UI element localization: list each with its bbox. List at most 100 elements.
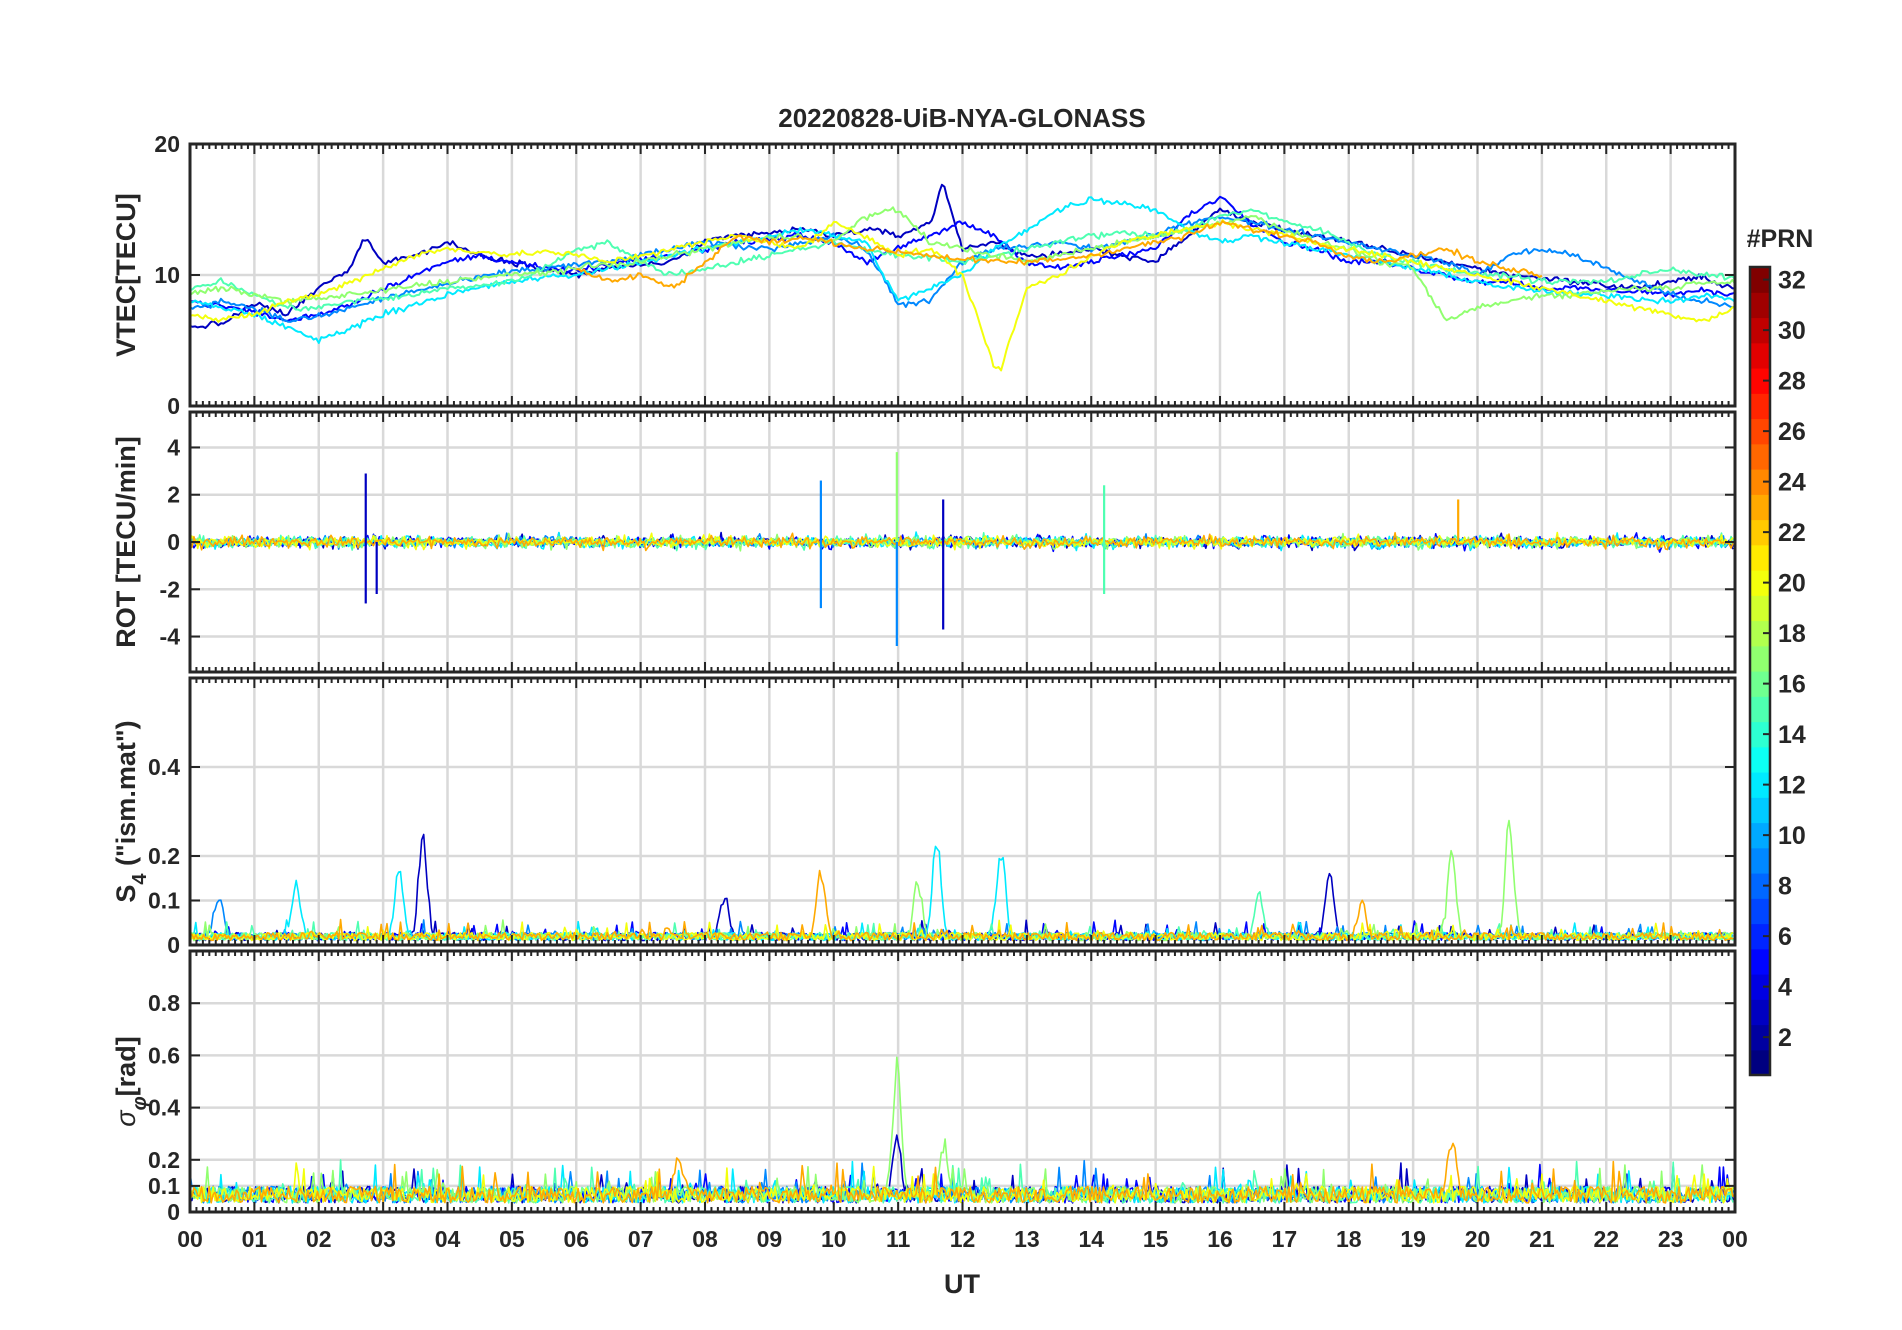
y-tick-label: 4 — [167, 434, 180, 460]
colorbar-tick-label: 20 — [1778, 570, 1806, 598]
colorbar-title: #PRN — [1747, 225, 1814, 253]
y-tick-label: 0.1 — [148, 888, 180, 914]
y-tick-label: 0.6 — [148, 1042, 180, 1068]
x-tick-label: 03 — [370, 1226, 396, 1252]
y-tick-label: -4 — [160, 624, 181, 650]
panel-VTEC: 0 10 20 VTEC[TECU] — [111, 131, 1737, 419]
rot-series-prn-20 — [190, 531, 1734, 551]
x-tick-label: 20 — [1465, 1226, 1491, 1252]
x-ticks — [189, 412, 1736, 672]
x-tick-label: 09 — [757, 1226, 783, 1252]
rot-series-prn-23 — [190, 532, 1734, 552]
y-label-subscript: φ — [129, 1096, 151, 1110]
x-tick-label: 23 — [1658, 1226, 1684, 1252]
colorbar-segment — [1750, 873, 1770, 899]
colorbar-segment — [1750, 999, 1770, 1026]
vtec-series-prn-3 — [190, 183, 1735, 329]
y-tick-label: 0 — [167, 393, 180, 419]
colorbar-segment — [1750, 822, 1770, 849]
colorbar-segment — [1750, 317, 1770, 344]
colorbar-tick-label: 12 — [1778, 772, 1806, 800]
x-tick-label: 22 — [1593, 1226, 1619, 1252]
panel-ROT: -4 -2 0 2 4 ROT [TECU/min] — [111, 410, 1737, 674]
colorbar-tick-label: 30 — [1778, 317, 1806, 345]
colorbar-tick-label: 14 — [1778, 721, 1806, 749]
colorbar-segment — [1750, 494, 1770, 521]
x-tick-label: 06 — [563, 1226, 589, 1252]
grid — [188, 678, 1737, 947]
vtec-series-prn-17 — [190, 206, 1735, 322]
y-tick-label: 0.2 — [148, 843, 180, 869]
x-tick-label: 01 — [242, 1226, 268, 1252]
y-label-text: ("ism.mat") — [111, 720, 141, 873]
x-axis-label: UT — [944, 1269, 980, 1299]
y-label-symbol: S — [111, 885, 141, 903]
colorbar-segment — [1750, 847, 1770, 874]
y-tick-label: 2 — [167, 482, 180, 508]
y-axis-label: S4 ("ism.mat") — [111, 720, 151, 902]
colorbar-segment — [1750, 570, 1770, 596]
colorbar-segment — [1750, 797, 1770, 824]
panel-S4: 00.10.20.4S4 ("ism.mat") — [111, 676, 1737, 958]
colorbar-tick-label: 2 — [1778, 1024, 1792, 1052]
vtec-series-prn-15 — [190, 208, 1735, 312]
data-lines — [190, 452, 1734, 646]
rot-series-prn-5 — [190, 532, 1734, 553]
y-tick-label: 0.1 — [148, 1173, 180, 1199]
x-ticks — [189, 678, 1736, 945]
colorbar-segment — [1750, 418, 1770, 445]
x-tick-label: 11 — [886, 1226, 911, 1252]
x-tick-label: 00 — [1722, 1226, 1748, 1252]
colorbar-segment — [1750, 393, 1770, 420]
colorbar-segment — [1750, 1024, 1770, 1051]
colorbar-tick-label: 26 — [1778, 418, 1806, 446]
x-tick-label: 12 — [950, 1226, 976, 1252]
colorbar-tick-label: 24 — [1778, 469, 1806, 497]
vtec-series-prn-20 — [190, 218, 1735, 372]
x-tick-label: 13 — [1014, 1226, 1040, 1252]
colorbar-segment — [1750, 443, 1770, 470]
x-tick-label: 10 — [821, 1226, 847, 1252]
y-tick-label: 10 — [154, 262, 180, 288]
x-tick-label: 07 — [628, 1226, 654, 1252]
colorbar-tick-label: 32 — [1778, 267, 1806, 295]
colorbar-segment — [1750, 544, 1770, 571]
figure-title: 20220828-UiB-NYA-GLONASS — [778, 103, 1146, 133]
x-tick-label: 17 — [1272, 1226, 1298, 1252]
colorbar-segment — [1750, 671, 1770, 697]
y-label-text: [rad] — [111, 1036, 141, 1096]
colorbar-segment — [1750, 696, 1770, 723]
x-tick-label: 15 — [1143, 1226, 1169, 1252]
colorbar-segment — [1750, 292, 1770, 319]
y-tick-label: 0.8 — [148, 990, 180, 1016]
colorbar-segment — [1750, 267, 1770, 293]
colorbar-tick-label: 22 — [1778, 519, 1806, 547]
panel-sigma_phi: 00.10.2 0.4 0.6 0.8 σφ[rad] — [111, 949, 1737, 1225]
y-axis-label: ROT [TECU/min] — [111, 436, 141, 647]
colorbar-frame — [1748, 265, 1772, 1077]
y-label-subscript: 4 — [129, 873, 151, 885]
colorbar-tick-label: 18 — [1778, 620, 1806, 648]
colorbar-segment — [1750, 519, 1770, 546]
colorbar-segment — [1750, 595, 1770, 622]
colorbar-segment — [1750, 368, 1770, 394]
y-axis-label: VTEC[TECU] — [111, 193, 141, 357]
x-tick-label: 08 — [692, 1226, 718, 1252]
colorbar-segment — [1750, 620, 1770, 647]
colorbar-segment — [1750, 923, 1770, 950]
x-tick-label: 02 — [306, 1226, 332, 1252]
x-tick-label: 18 — [1336, 1226, 1362, 1252]
x-tick-label: 14 — [1078, 1226, 1104, 1252]
colorbar-segment — [1750, 974, 1770, 1000]
colorbar-segment — [1750, 469, 1770, 495]
colorbar-segment — [1750, 898, 1770, 925]
colorbar-tick-label: 10 — [1778, 822, 1806, 850]
colorbar-segment — [1750, 746, 1770, 773]
colorbar-segment — [1750, 721, 1770, 748]
y-label-symbol: σ — [111, 1109, 141, 1127]
data-lines — [190, 1056, 1734, 1204]
x-ticks — [189, 951, 1736, 1212]
